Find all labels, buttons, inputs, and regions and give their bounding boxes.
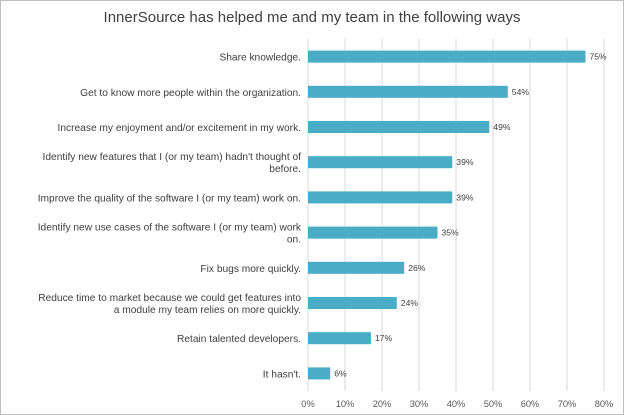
bar	[308, 121, 490, 133]
bar	[308, 50, 586, 63]
category-label: Identify new use cases of the software I…	[38, 223, 302, 234]
category-label: on.	[287, 235, 301, 246]
x-tick-label: 10%	[336, 399, 355, 409]
category-label: before.	[269, 164, 301, 175]
category-label: Identify new features that I (or my team…	[43, 152, 302, 163]
category-label: a module my team relies on more quickly.	[114, 305, 301, 316]
x-tick-label: 60%	[521, 399, 540, 409]
bar	[308, 261, 405, 274]
data-label: 24%	[401, 298, 419, 308]
data-label: 75%	[590, 52, 608, 62]
data-label: 26%	[408, 263, 426, 273]
x-tick-label: 40%	[447, 399, 466, 409]
data-label: 6%	[334, 368, 347, 378]
x-tick-label: 20%	[373, 399, 392, 409]
category-label: Increase my enjoyment and/or excitement …	[58, 123, 301, 134]
data-label: 54%	[512, 87, 530, 97]
category-label: Reduce time to market because we could g…	[38, 293, 301, 304]
category-label: Retain talented developers.	[177, 334, 301, 345]
data-label: 49%	[493, 122, 511, 132]
data-label: 35%	[442, 228, 460, 238]
category-label: Fix bugs more quickly.	[200, 264, 301, 275]
bar	[308, 226, 438, 239]
bar	[308, 367, 331, 380]
data-label: 17%	[375, 333, 393, 343]
x-tick-label: 80%	[595, 399, 614, 409]
bar	[308, 332, 371, 345]
x-tick-label: 30%	[410, 399, 429, 409]
x-tick-label: 50%	[484, 399, 503, 409]
category-label: Share knowledge.	[219, 53, 301, 64]
chart-title: InnerSource has helped me and my team in…	[103, 9, 521, 26]
category-label: It hasn't.	[263, 369, 301, 380]
bar	[308, 297, 397, 309]
data-label: 39%	[456, 157, 474, 167]
x-tick-label: 70%	[558, 399, 577, 409]
bar	[308, 191, 453, 204]
category-label: Improve the quality of the software I (o…	[38, 193, 301, 204]
category-label: Get to know more people within the organ…	[80, 88, 301, 99]
bar	[308, 85, 508, 98]
bar	[308, 156, 453, 169]
data-label: 39%	[456, 192, 474, 202]
x-tick-label: 0%	[301, 399, 314, 409]
